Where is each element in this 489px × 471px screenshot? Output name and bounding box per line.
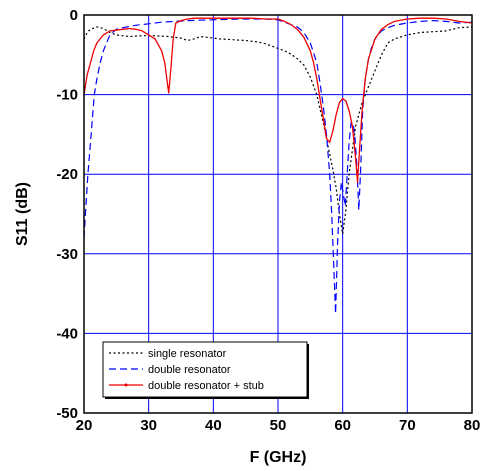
x-tick-label: 70: [399, 417, 416, 434]
y-tick-label: 0: [70, 7, 78, 24]
legend-marker: [124, 383, 128, 387]
y-tick-label: -30: [56, 246, 78, 263]
y-tick-label: -20: [56, 166, 78, 183]
series-line-1: [83, 18, 473, 315]
x-axis-label: F (GHz): [250, 449, 307, 466]
x-tick-label: 30: [140, 417, 157, 434]
x-tick-label: 20: [76, 417, 93, 434]
grid-lines: [84, 15, 472, 413]
data-series: [83, 17, 473, 315]
y-tick-label: -10: [56, 87, 78, 104]
y-tick-label: -50: [56, 405, 78, 422]
tick-labels: 20 30 40 50 60 70 80 0 -10 -20 -30 -40 -50: [56, 7, 480, 434]
series-line-0: [83, 26, 473, 235]
plot-frame: [83, 14, 473, 414]
legend: single resonator double resonator double r…: [102, 341, 309, 399]
y-tick-label: -40: [56, 325, 78, 342]
legend-label: double resonator: [148, 364, 231, 376]
series-line-2: [83, 17, 473, 183]
x-tick-label: 80: [464, 417, 481, 434]
legend-label: single resonator: [148, 348, 227, 360]
x-tick-label: 60: [334, 417, 351, 434]
x-tick-label: 50: [270, 417, 287, 434]
legend-label: double resonator + stub: [148, 380, 264, 392]
y-axis-label: S11 (dB): [14, 182, 31, 246]
x-tick-label: 40: [205, 417, 222, 434]
